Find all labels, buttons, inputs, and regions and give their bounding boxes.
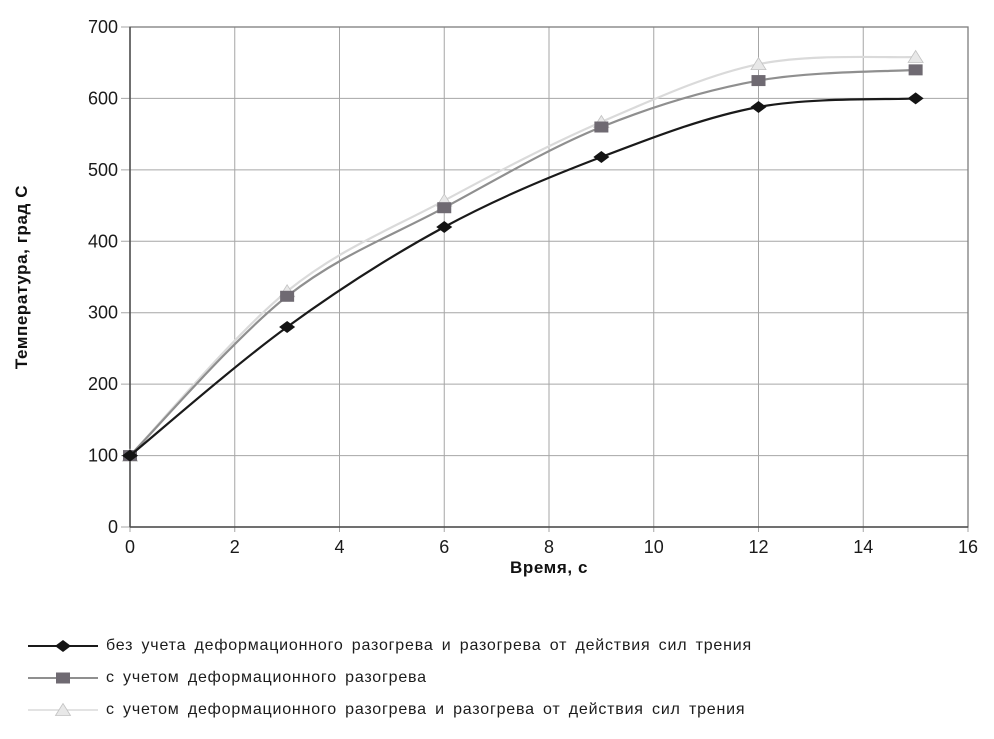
y-tick-label-500: 500 [88, 160, 118, 180]
series-triangle [121, 49, 924, 462]
legend-sample-square [28, 672, 98, 684]
x-tick-label-8: 8 [544, 537, 554, 557]
diamond-marker-icon [279, 321, 296, 333]
legend: без учета деформационного разогрева и ра… [26, 630, 752, 726]
diamond-marker-icon [122, 449, 138, 462]
legend-sample-triangle [28, 702, 98, 716]
x-axis-title: Время, с [509, 558, 589, 577]
x-tick-label-12: 12 [748, 537, 768, 557]
legend-sample-diamond [28, 640, 98, 652]
y-tick-label-0: 0 [108, 517, 118, 537]
square-marker-icon [751, 75, 766, 87]
series-line-triangle [129, 55, 916, 457]
square-marker-icon [594, 121, 609, 133]
series-line-diamond [129, 97, 916, 457]
series-square [123, 64, 923, 462]
legend-label-2: с учетом деформационного разогрева [106, 669, 427, 686]
diamond-marker-icon [436, 221, 453, 233]
legend-item-2: с учетом деформационного разогрева [26, 662, 752, 694]
legend-item-1: без учета деформационного разогрева и ра… [26, 630, 752, 662]
legend-square-marker-icon [56, 672, 70, 684]
legend-label-3: с учетом деформационного разогрева и раз… [106, 701, 746, 718]
y-tick-label-300: 300 [88, 303, 118, 323]
triangle-marker-icon [750, 56, 767, 71]
square-marker-icon [280, 290, 295, 302]
legend-triangle-marker-icon [54, 702, 72, 716]
x-tick-label-10: 10 [644, 537, 664, 557]
legend-diamond-marker-icon [55, 640, 71, 652]
y-tick-label-100: 100 [88, 446, 118, 466]
x-tick-label-16: 16 [958, 537, 978, 557]
y-tick-label-400: 400 [88, 231, 118, 251]
y-tick-label-600: 600 [88, 88, 118, 108]
x-tick-label-14: 14 [853, 537, 873, 557]
x-tick-label-0: 0 [125, 537, 135, 557]
diamond-marker-icon [593, 151, 610, 163]
y-axis-title: Температура, град С [12, 184, 31, 370]
square-marker-icon [908, 64, 923, 76]
x-tick-label-4: 4 [334, 537, 344, 557]
diamond-marker-icon [907, 92, 924, 105]
series-diamond [122, 92, 924, 462]
diamond-marker-icon [750, 101, 767, 113]
y-tick-label-200: 200 [88, 374, 118, 394]
square-marker-icon [437, 202, 452, 214]
x-tick-label-6: 6 [439, 537, 449, 557]
legend-label-1: без учета деформационного разогрева и ра… [106, 637, 752, 654]
y-tick-label-700: 700 [88, 17, 118, 37]
legend-item-3: с учетом деформационного разогрева и раз… [26, 694, 752, 726]
plot-area: 0 100 200 300 400 500 600 700 0 2 4 6 8 10 12 14 16 [88, 17, 978, 557]
triangle-marker-icon [907, 49, 924, 63]
x-tick-label-2: 2 [230, 537, 240, 557]
series-line-square [129, 68, 916, 457]
